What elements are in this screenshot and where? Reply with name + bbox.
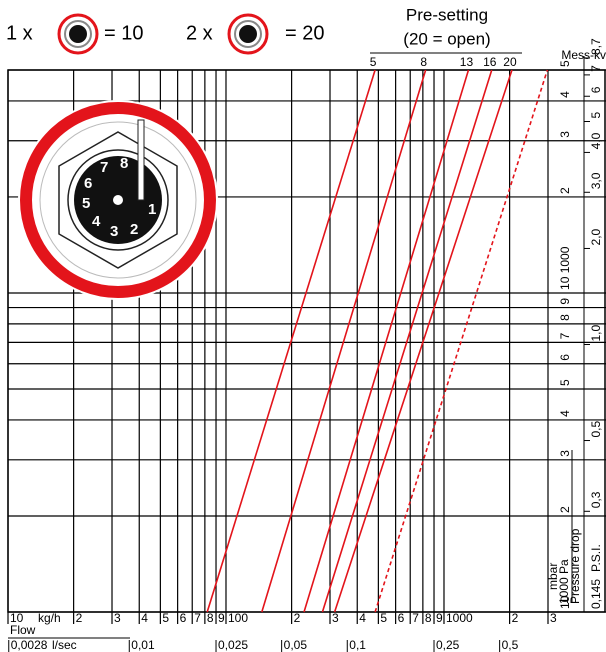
dial-label: 1 (148, 201, 156, 218)
header-text: = 20 (285, 22, 324, 44)
y-tick-label: 3 (558, 131, 572, 138)
y-tick-label: 9 (558, 298, 572, 305)
y2-tick-label: 4,0 (589, 132, 603, 149)
dial-label: 8 (120, 155, 128, 172)
x-tick-label: 2 (294, 611, 301, 625)
x2-tick-label: 0,1 (349, 638, 366, 652)
y-tick-label: 7 (558, 332, 572, 339)
y2-tick-label: 7 (589, 65, 603, 72)
valve-illustration: 1 2 3 4 5 6 7 8 (18, 100, 218, 300)
y2-tick-label: 0,3 (589, 491, 603, 508)
y-tick-label: 5 (558, 60, 572, 67)
y-tick-label: 6 (558, 354, 572, 361)
dial-label: 6 (84, 175, 92, 192)
chart-title: Pre-setting (406, 5, 488, 24)
y-tick-label: 2 (558, 187, 572, 194)
x-tick-label: 2 (76, 611, 83, 625)
x2-tick-label: 0,05 (284, 638, 308, 652)
y-tick-label: 10 1000 (558, 246, 572, 290)
x-tick-label: 4 (141, 611, 148, 625)
x-tick-label: 3 (550, 611, 557, 625)
x-tick-label: 3 (332, 611, 339, 625)
x-tick-label: 3 (114, 611, 121, 625)
y-tick-label: 5 (558, 379, 572, 386)
setting-line (333, 69, 513, 613)
chart-subtitle: (20 = open) (403, 29, 490, 48)
x-unit: kg/h (38, 611, 61, 625)
series-label: 20 (503, 55, 517, 69)
y2-tick-label: 1,0 (589, 324, 603, 341)
y2-tick-label: 6 (589, 86, 603, 93)
setting-line (321, 69, 493, 613)
dial-label: 3 (110, 223, 118, 240)
setting-line (261, 69, 427, 613)
x-tick-label: 10 (10, 611, 24, 625)
series-label: 5 (370, 55, 377, 69)
header-text: 2 x (186, 22, 213, 44)
x-tick-label: 5 (380, 611, 387, 625)
x2-tick-label: 0,025 (218, 638, 248, 652)
y-tick-label: 2 (558, 506, 572, 513)
x2-tick-label: 0,25 (436, 638, 460, 652)
knob-icon (227, 13, 269, 55)
header-text: 1 x (6, 22, 33, 44)
header: 1 x = 10 2 x = 20 Pre-setting (20 = open… (6, 5, 522, 55)
x2-tick-label: 0,0028 (11, 638, 48, 652)
x-tick-label: 9 (436, 611, 443, 625)
labels: 10 2 3 4 5 6 7 8 9 100 2 3 4 5 6 7 8 9 1000 2 3kg/hFlow0,002… (8, 38, 606, 652)
y2-unit: P.S.I. (589, 544, 603, 572)
series-label: Mess-kv (561, 48, 606, 62)
y2-tick-label: 0,145 (589, 579, 603, 609)
x-tick-label: 2 (512, 611, 519, 625)
x-tick-label: 100 (228, 611, 248, 625)
header-text: = 10 (104, 22, 143, 44)
y-tick-label: 10 (558, 595, 572, 609)
y-tick-label: 4 (558, 91, 572, 98)
y-tick-label: 8 (558, 314, 572, 321)
series-label: 8 (420, 55, 427, 69)
x-tick-label: 1000 (446, 611, 473, 625)
x-tick-label: 5 (162, 611, 169, 625)
y-tick-label: 3 (558, 450, 572, 457)
series-label: 16 (483, 55, 497, 69)
x-tick-label: 8 (425, 611, 432, 625)
x-tick-label: 6 (180, 611, 187, 625)
setting-line (206, 69, 376, 613)
y-unit: mbar (546, 563, 560, 590)
x-tick-label: 9 (218, 611, 225, 625)
x-tick-label: 4 (359, 611, 366, 625)
x-tick-label: 6 (398, 611, 405, 625)
knob-icon (57, 13, 99, 55)
x2-tick-label: 0,5 (502, 638, 519, 652)
y-label: Pressure drop (568, 528, 582, 604)
y-tick-label: 4 (558, 410, 572, 417)
series-label: 13 (460, 55, 474, 69)
y2-tick-label: 2,0 (589, 228, 603, 245)
y2-tick-label: 3,0 (589, 172, 603, 189)
x2-tick-label: 0,01 (131, 638, 155, 652)
lines (206, 69, 549, 613)
x-label: Flow (10, 623, 36, 637)
x-tick-label: 7 (412, 611, 419, 625)
dial-label: 5 (82, 195, 90, 212)
setting-line (303, 69, 470, 613)
reference-line (374, 69, 549, 613)
x2-unit: l/sec (52, 638, 77, 652)
dial-label: 4 (92, 213, 101, 230)
dial-label: 2 (130, 221, 138, 238)
y2-tick-label: 0,5 (589, 421, 603, 438)
grid (7, 56, 606, 652)
y2-tick-label: 5 (589, 112, 603, 119)
x-tick-label: 8 (207, 611, 214, 625)
dial-label: 7 (100, 159, 108, 176)
x-tick-label: 7 (194, 611, 201, 625)
y2-tick-label: 8,7 (589, 38, 603, 55)
y-unit2: 1000 Pa (557, 559, 571, 604)
